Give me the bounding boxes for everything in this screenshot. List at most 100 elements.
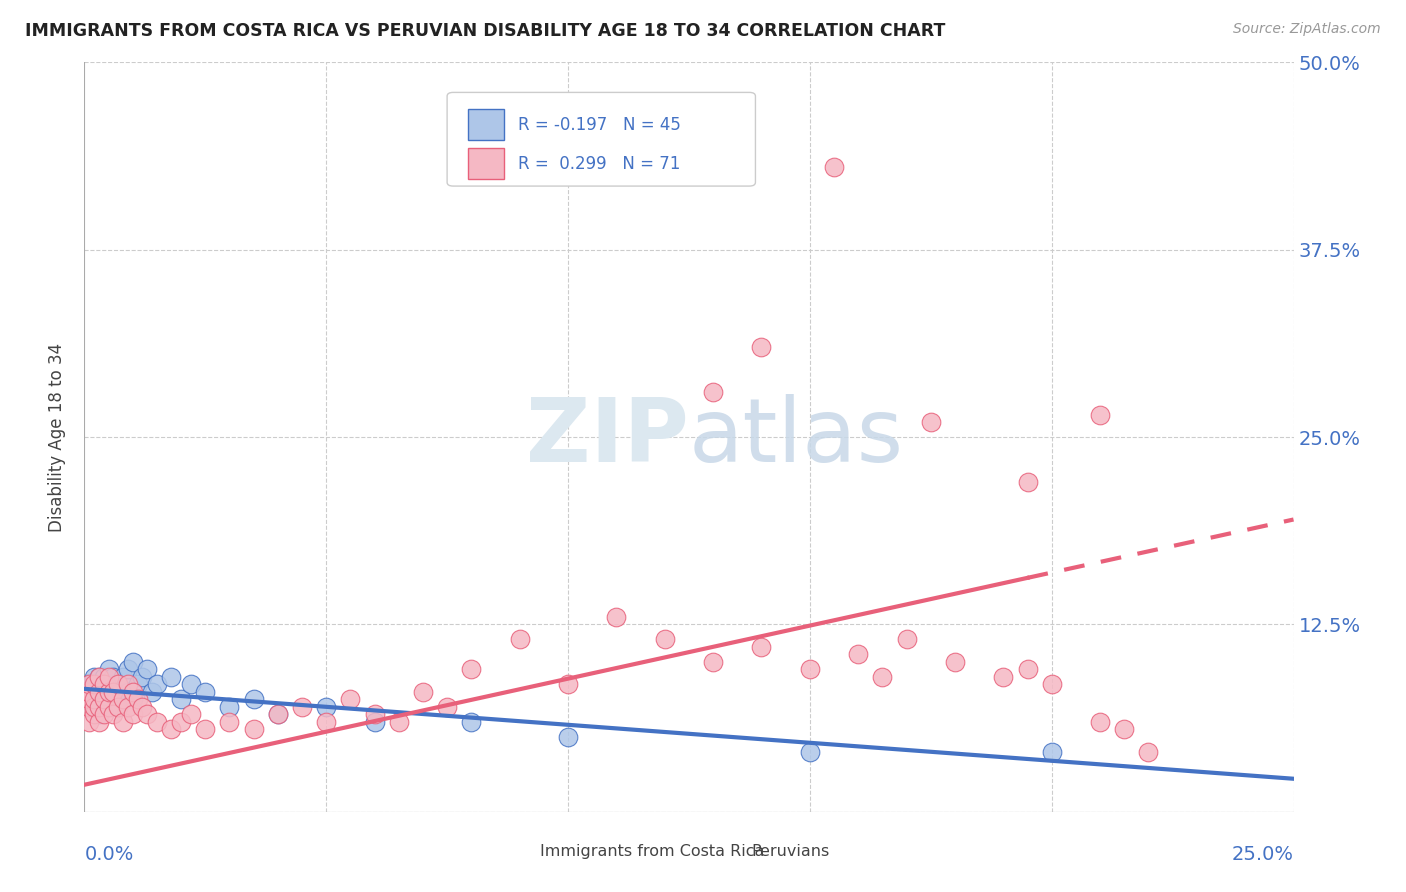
Point [160, 670, 183, 684]
Point [83, 685, 105, 699]
Point [83, 677, 105, 691]
Point [83, 670, 105, 684]
Point [121, 692, 143, 706]
Point [112, 692, 135, 706]
Point [93, 707, 115, 722]
Point [242, 723, 264, 737]
Point [605, 610, 627, 624]
FancyBboxPatch shape [502, 842, 529, 861]
Point [97, 699, 120, 714]
Point [339, 692, 361, 706]
Point [1017, 475, 1039, 489]
Point [77, 685, 100, 699]
FancyBboxPatch shape [468, 109, 503, 140]
Point [1114, 723, 1136, 737]
Point [194, 685, 217, 699]
Text: atlas: atlas [689, 393, 904, 481]
Point [460, 662, 482, 676]
Point [170, 714, 193, 729]
Point [799, 662, 821, 676]
Point [315, 714, 337, 729]
Point [87, 714, 110, 729]
Point [702, 655, 724, 669]
Point [121, 655, 143, 669]
Point [77, 677, 100, 691]
FancyBboxPatch shape [447, 93, 755, 186]
Point [846, 648, 869, 662]
Point [799, 745, 821, 759]
Text: R =  0.299   N = 71: R = 0.299 N = 71 [519, 154, 681, 172]
Point [97, 670, 120, 684]
Point [1040, 677, 1063, 691]
Point [218, 699, 240, 714]
Point [83, 677, 105, 691]
Point [242, 692, 264, 706]
Point [920, 415, 942, 429]
Point [93, 677, 115, 691]
Point [1137, 745, 1160, 759]
Point [83, 707, 105, 722]
Point [1017, 662, 1039, 676]
Point [557, 730, 579, 744]
Point [83, 699, 105, 714]
Point [97, 677, 120, 691]
Point [146, 677, 169, 691]
Point [107, 699, 129, 714]
Point [112, 670, 135, 684]
Point [103, 670, 125, 684]
Point [509, 632, 531, 647]
Point [103, 707, 125, 722]
Point [93, 699, 115, 714]
Point [823, 161, 845, 175]
Point [112, 714, 135, 729]
Point [751, 640, 773, 654]
Point [87, 692, 110, 706]
Point [77, 714, 100, 729]
Text: ZIP: ZIP [526, 393, 689, 481]
Point [896, 632, 918, 647]
Point [83, 692, 105, 706]
Point [77, 699, 100, 714]
Point [107, 699, 129, 714]
Point [77, 685, 100, 699]
Point [654, 632, 676, 647]
Point [315, 699, 337, 714]
Point [136, 707, 159, 722]
Point [363, 714, 385, 729]
Point [1040, 745, 1063, 759]
Point [1088, 408, 1111, 422]
Point [872, 670, 894, 684]
Point [146, 714, 169, 729]
Point [107, 677, 129, 691]
Point [121, 707, 143, 722]
Point [97, 692, 120, 706]
FancyBboxPatch shape [713, 842, 740, 861]
Text: 25.0%: 25.0% [1232, 846, 1294, 864]
Text: Immigrants from Costa Rica: Immigrants from Costa Rica [540, 844, 765, 859]
Point [117, 685, 139, 699]
Point [127, 692, 149, 706]
Point [87, 685, 110, 699]
Point [93, 670, 115, 684]
Text: R = -0.197   N = 45: R = -0.197 N = 45 [519, 116, 682, 134]
Point [291, 699, 314, 714]
Text: Source: ZipAtlas.com: Source: ZipAtlas.com [1233, 22, 1381, 37]
Point [412, 685, 434, 699]
Point [267, 707, 290, 722]
Point [97, 685, 120, 699]
Point [141, 685, 163, 699]
Point [180, 707, 202, 722]
Point [180, 677, 202, 691]
Point [136, 662, 159, 676]
Text: IMMIGRANTS FROM COSTA RICA VS PERUVIAN DISABILITY AGE 18 TO 34 CORRELATION CHART: IMMIGRANTS FROM COSTA RICA VS PERUVIAN D… [25, 22, 946, 40]
Point [112, 692, 135, 706]
Point [93, 692, 115, 706]
Point [87, 699, 110, 714]
Point [131, 670, 153, 684]
Point [93, 685, 115, 699]
Point [77, 677, 100, 691]
Point [993, 670, 1015, 684]
Point [194, 723, 217, 737]
Point [87, 670, 110, 684]
Point [121, 685, 143, 699]
